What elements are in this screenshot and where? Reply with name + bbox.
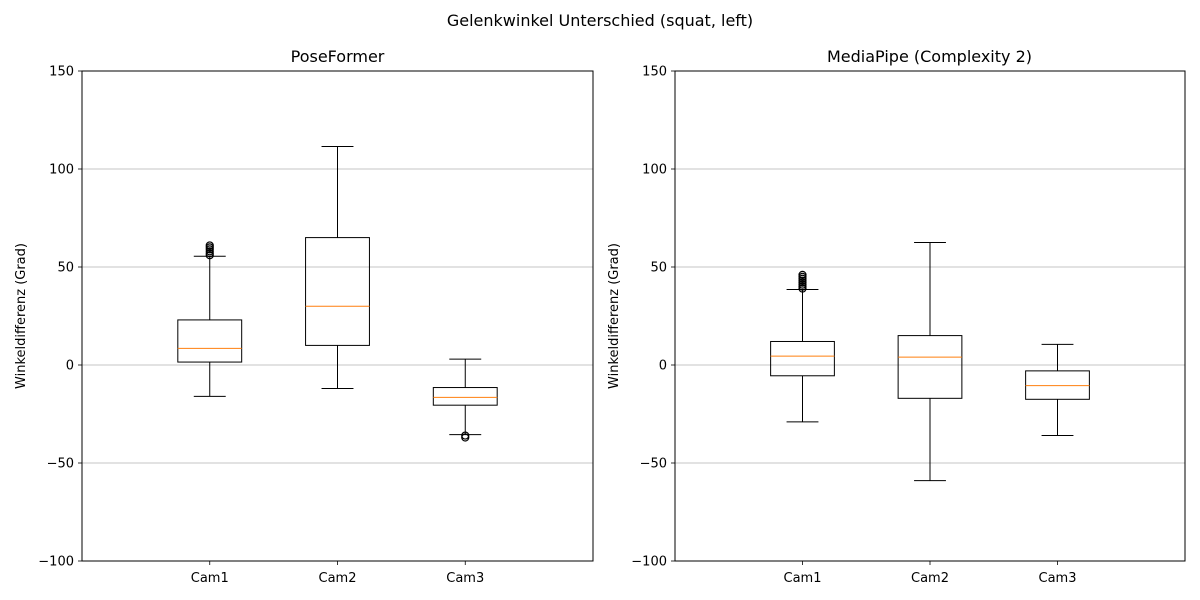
figure-suptitle: Gelenkwinkel Unterschied (squat, left) bbox=[447, 11, 753, 30]
subplot-poseformer: PoseFormer Winkeldifferenz (Grad) −100 −5… bbox=[14, 47, 594, 586]
x-tick-label: Cam2 bbox=[911, 571, 949, 586]
subplot-mediapipe: MediaPipe (Complexity 2) Winkeldifferenz… bbox=[607, 47, 1186, 586]
box-body bbox=[770, 340, 835, 377]
y-axis-label: Winkeldifferenz (Grad) bbox=[607, 243, 622, 389]
y-tick-label: 100 bbox=[49, 163, 74, 178]
x-tick-label: Cam3 bbox=[446, 571, 484, 586]
outlier-point bbox=[461, 433, 470, 442]
subplot-title: MediaPipe (Complexity 2) bbox=[827, 47, 1032, 66]
box-cam1 bbox=[770, 270, 835, 423]
y-tick-label: −100 bbox=[631, 555, 667, 570]
y-tick-label: 50 bbox=[57, 261, 74, 276]
y-tick-label: 150 bbox=[642, 65, 667, 80]
subplot-title: PoseFormer bbox=[291, 47, 385, 66]
box-body bbox=[305, 237, 370, 346]
outlier-point bbox=[798, 270, 807, 279]
y-tick-label: 0 bbox=[66, 359, 74, 374]
box-cam2 bbox=[897, 242, 963, 482]
axes-frame bbox=[81, 70, 594, 562]
box-body bbox=[897, 335, 963, 399]
box-cam3 bbox=[432, 358, 498, 442]
y-tick-label: 0 bbox=[659, 359, 667, 374]
y-tick-label: −50 bbox=[47, 457, 74, 472]
x-tick-label: Cam2 bbox=[319, 571, 357, 586]
x-tick-label: Cam1 bbox=[191, 571, 229, 586]
x-tick-label: Cam1 bbox=[784, 571, 822, 586]
x-tick-label: Cam3 bbox=[1039, 571, 1077, 586]
y-tick-label: −100 bbox=[38, 555, 74, 570]
y-axis-label: Winkeldifferenz (Grad) bbox=[14, 243, 29, 389]
box-cam1 bbox=[177, 241, 243, 397]
box-cam3 bbox=[1025, 343, 1090, 437]
box-body bbox=[177, 319, 243, 363]
y-tick-label: −50 bbox=[640, 457, 667, 472]
y-tick-label: 50 bbox=[650, 261, 667, 276]
y-tick-label: 150 bbox=[49, 65, 74, 80]
axes-frame bbox=[674, 70, 1186, 562]
box-body bbox=[432, 387, 498, 406]
box-cam2 bbox=[305, 145, 370, 390]
outlier-point bbox=[205, 241, 214, 250]
y-tick-label: 100 bbox=[642, 163, 667, 178]
